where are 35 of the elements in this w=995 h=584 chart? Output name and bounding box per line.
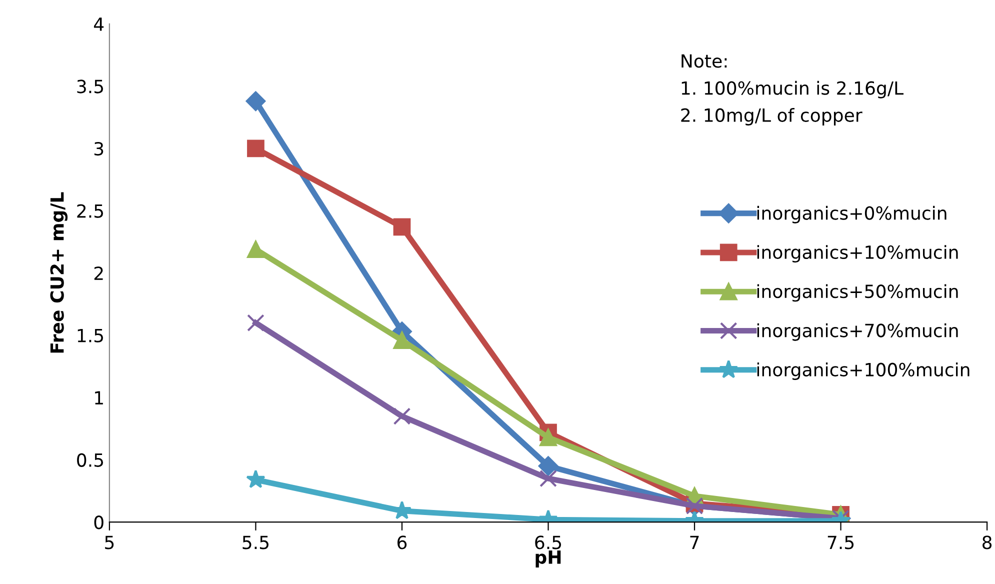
y-tick-label: 0 bbox=[94, 516, 104, 530]
legend-label: inorganics+70%mucin bbox=[757, 323, 958, 341]
point bbox=[247, 240, 264, 258]
x-tick-label: 5.5 bbox=[242, 536, 268, 550]
legend-label: inorganics+50%mucin bbox=[757, 284, 958, 302]
point bbox=[246, 470, 266, 488]
y-tick-label: 1 bbox=[95, 391, 103, 404]
legend-label: inorganics+10%mucin bbox=[757, 245, 958, 263]
y-axis-title: Free CU2+ mg/L bbox=[50, 192, 68, 353]
x-tick-label: 6.5 bbox=[535, 536, 562, 550]
point bbox=[247, 314, 264, 332]
x-axis-title: pH bbox=[536, 550, 561, 568]
point bbox=[538, 456, 558, 476]
point bbox=[246, 91, 266, 112]
point bbox=[393, 218, 411, 236]
x-tick-label: 7 bbox=[690, 536, 699, 550]
point bbox=[393, 408, 411, 425]
x-tick-label: 5 bbox=[105, 536, 114, 550]
x-tick-label: 6 bbox=[397, 536, 407, 550]
y-tick-label: 1.5 bbox=[78, 328, 104, 342]
legend-label: inorganics+0%mucin bbox=[757, 206, 946, 224]
annotation: Note: 1. 100%mucin is 2.16g/L 2. 10mg/L of copper bbox=[681, 54, 904, 126]
point bbox=[393, 332, 411, 349]
y-tick-label: 2.5 bbox=[77, 204, 104, 218]
legend-label: inorganics+100%mucin bbox=[757, 362, 970, 380]
y-tick-label: 4 bbox=[94, 18, 104, 31]
y-tick-label: 2 bbox=[94, 266, 103, 280]
y-tick-label: 0.5 bbox=[77, 453, 104, 467]
x-tick-label: 7.5 bbox=[828, 536, 854, 550]
y-tick-label: 3.5 bbox=[77, 80, 104, 94]
point bbox=[540, 470, 557, 488]
x-tick-label: 8 bbox=[982, 536, 992, 550]
point bbox=[247, 140, 264, 158]
point bbox=[540, 428, 557, 446]
y-tick-label: 3 bbox=[94, 142, 104, 156]
